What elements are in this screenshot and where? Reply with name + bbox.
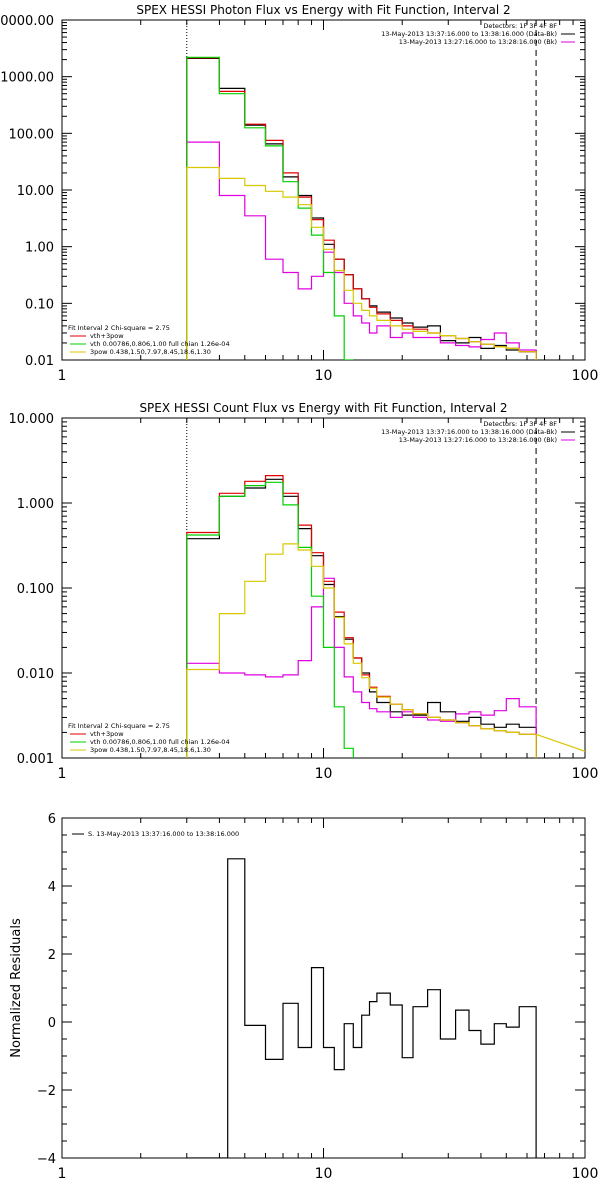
- chart-panel-1: SPEX HESSI Photon Flux vs Energy with Fi…: [0, 3, 598, 384]
- y-tick-label: 10.00: [17, 184, 54, 199]
- y-tick-label: 100.00: [9, 127, 55, 142]
- series-3pow: [186, 543, 537, 758]
- x-tick-label: 1: [58, 1166, 67, 1182]
- legend-bottom-entry: vth+3pow: [90, 730, 124, 738]
- x-tick-label: 100: [572, 368, 599, 384]
- series-data-bk: [186, 57, 537, 360]
- series-group: [186, 475, 585, 758]
- legend-bottom-entry: Fit Interval 2 Chi-square = 2.75: [68, 324, 170, 332]
- y-tick-label: 1.00: [25, 241, 54, 256]
- series-bk: [186, 141, 537, 360]
- legend-bottom-entry: vth 0.00786,0.806,1.00 full chian 1.26e-…: [90, 340, 230, 348]
- legend-bottom-entry: 3pow 0.438,1.50,7.97,8.45,18.6,1.30: [90, 348, 211, 356]
- legend-top-entry: 13-May-2013 13:37:16.000 to 13:38:16.000…: [381, 30, 557, 38]
- series-vth: [186, 481, 354, 758]
- y-tick-label: 1.000: [17, 497, 54, 512]
- legend-top-entry: 13-May-2013 13:27:16.000 to 13:28:16.000…: [399, 38, 557, 46]
- series-vth: [186, 56, 354, 360]
- legend-bottom-entry: vth+3pow: [90, 332, 124, 340]
- x-tick-label: 10: [315, 368, 333, 384]
- y-tick-label: 2: [48, 948, 56, 963]
- x-tick-label: 10: [315, 1166, 333, 1182]
- chart-panel-2: SPEX HESSI Count Flux vs Energy with Fit…: [9, 401, 599, 782]
- legend-top-entry: Detectors: 1F 3F 4F 8F: [483, 420, 557, 428]
- plot-frame: [61, 19, 586, 361]
- y-tick-label: 0.010: [17, 667, 54, 682]
- series-3pow-tail: [535, 733, 585, 752]
- legend-top-entry: 13-May-2013 13:27:16.000 to 13:28:16.000…: [399, 436, 557, 444]
- y-tick-label: −4: [37, 1152, 56, 1167]
- x-tick-label: 100: [572, 1166, 599, 1182]
- legend-entry: S. 13-May-2013 13:37:16.000 to 13:38:16.…: [88, 830, 239, 838]
- x-tick-label: 100: [572, 766, 599, 782]
- y-tick-label: 0.001: [17, 752, 54, 767]
- legend-bottom-entry: 3pow 0.438,1.50,7.97,8.45,18.6,1.30: [90, 746, 211, 754]
- y-axis-label: Normalized Residuals: [9, 918, 24, 1058]
- series-group: [186, 56, 537, 360]
- x-tick-label: 1: [58, 368, 67, 384]
- y-tick-label: 0.100: [17, 582, 54, 597]
- y-tick-label: 6: [48, 812, 56, 827]
- y-tick-label: −2: [37, 1084, 56, 1099]
- series-3pow: [186, 166, 537, 360]
- y-tick-label: 1000.00: [0, 71, 54, 86]
- y-tick-label: 0.01: [25, 354, 54, 369]
- legend-bottom-entry: Fit Interval 2 Chi-square = 2.75: [68, 722, 170, 730]
- chart-panel-3: 1 10 100 6 4 2 0 −2 −4 Normalized Residuals S. 13-…: [9, 812, 598, 1182]
- y-tick-label: 0.10: [25, 297, 54, 312]
- series-residuals: [186, 858, 537, 1158]
- y-tick-label: 10.000: [9, 412, 55, 427]
- legend-top-entry: Detectors: 1F 3F 4F 8F: [483, 22, 557, 30]
- y-tick-label: 4: [48, 880, 56, 895]
- chart-title: SPEX HESSI Photon Flux vs Energy with Fi…: [136, 3, 510, 17]
- series-vth-3pow: [186, 57, 537, 360]
- x-tick-label: 10: [315, 766, 333, 782]
- x-tick-label: 1: [58, 766, 67, 782]
- chart-title: SPEX HESSI Count Flux vs Energy with Fit…: [139, 401, 507, 415]
- legend-bottom-entry: vth 0.00786,0.806,1.00 full chian 1.26e-…: [90, 738, 230, 746]
- series-data-bk: [186, 478, 537, 758]
- series-bk: [186, 577, 537, 758]
- series-group: [186, 858, 537, 1158]
- y-tick-label: 0: [48, 1016, 56, 1031]
- legend-top-entry: 13-May-2013 13:37:16.000 to 13:38:16.000…: [381, 428, 557, 436]
